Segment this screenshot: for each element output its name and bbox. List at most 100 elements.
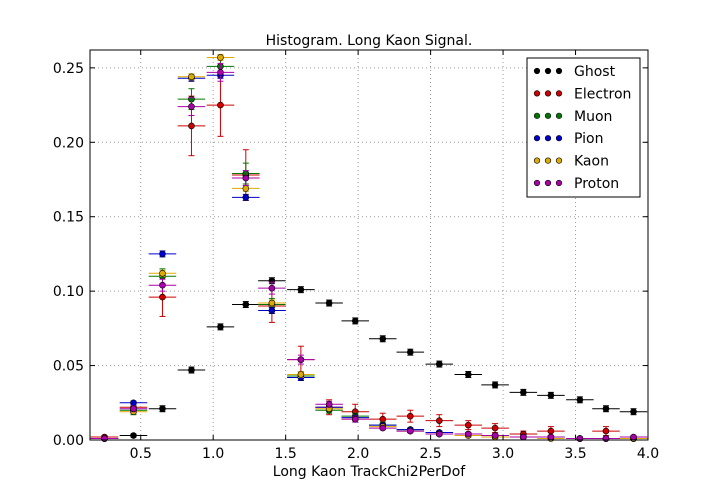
chart-title: Histogram. Long Kaon Signal. [266,33,473,49]
legend-marker [555,157,563,164]
x-tick-label: 4.0 [637,446,659,462]
data-point [379,415,387,423]
legend-marker [555,90,563,97]
data-point [297,371,305,378]
data-point [407,427,414,435]
x-tick-label: 3.5 [564,446,586,462]
data-point [242,301,250,308]
data-point [407,348,414,356]
data-point [520,389,527,396]
axis-ticks: 0.5 1.0 1.5 2.0 2.5 3.0 3.5 4.0 0.00 0.05 0.10 0.15… [53,50,659,462]
data-point [325,400,333,408]
data-point [297,356,305,363]
data-point [547,392,555,399]
legend-label: Muon [574,109,612,125]
legend-item-muon: Muon [533,109,612,125]
data-point [630,433,637,441]
data-point [188,366,195,374]
legend-marker [555,179,563,187]
data-point [217,323,224,331]
legend-box [526,57,641,198]
data-point [435,417,443,424]
data-point [268,284,276,292]
data-point [520,433,527,441]
x-tick-label: 2.0 [347,446,369,462]
data-point [464,371,472,378]
data-point [491,381,499,389]
data-point [217,54,224,61]
data-point [297,286,305,293]
y-tick-label: 0.00 [53,433,84,449]
data-point [379,424,387,432]
data-point [268,307,276,314]
x-tick-label: 2.5 [419,446,441,462]
legend-marker [555,135,563,142]
data-point [130,399,137,407]
data-point [351,415,359,423]
legend-item-ghost: Ghost [533,64,616,80]
series-proton [90,62,648,442]
legend-item-proton: Proton [533,176,619,192]
x-tick-label: 0.5 [130,446,152,462]
y-tick-label: 0.20 [53,135,84,151]
legend-item-kaon: Kaon [533,154,609,170]
y-tick-label: 0.15 [53,210,84,226]
data-point [217,69,224,76]
data-point [242,194,250,201]
data-point [464,421,472,429]
legend-marker [533,90,541,97]
data-point [242,174,250,182]
x-tick-label: 1.5 [275,446,297,462]
data-point [159,405,166,413]
legend: Ghost Electron Muon Pion Kaon Proton [526,57,641,198]
data-point [547,427,555,435]
data-point [407,412,414,420]
legend-label: Electron [574,86,631,102]
legend-marker [544,112,552,119]
plot-frame [89,49,649,441]
data-point [576,435,584,442]
data-point [188,103,195,110]
data-point [101,435,108,442]
data-point [268,299,276,307]
legend-marker [533,67,541,75]
legend-item-electron: Electron [533,86,631,102]
y-tick-label: 0.25 [53,61,84,77]
legend-item-pion: Pion [533,131,603,147]
data-point [159,250,166,258]
data-point [188,122,195,130]
legend-label: Kaon [574,154,609,170]
x-tick-label: 3.0 [492,446,514,462]
legend-marker [544,157,552,164]
data-point [130,432,137,439]
x-axis-label: Long Kaon TrackChi2PerDof [273,464,466,480]
legend-marker [544,135,552,142]
x-tick-label: 1.0 [202,446,224,462]
data-point [325,299,333,307]
data-point [602,405,610,413]
data-point [351,317,359,325]
data-point [491,432,499,439]
data-point [159,269,166,277]
data-point [630,408,637,416]
legend-label: Ghost [574,64,616,80]
legend-marker [544,179,552,187]
data-point [435,430,443,438]
y-tick-label: 0.10 [53,284,84,300]
y-tick-label: 0.05 [53,359,84,375]
data-point [159,281,166,289]
legend-label: Proton [574,176,619,192]
data-point [435,360,443,368]
legend-marker [555,112,563,119]
data-point [547,433,555,441]
data-point [602,427,610,435]
data-point [242,185,250,192]
data-point [576,396,584,404]
legend-marker [533,157,541,164]
legend-marker [533,112,541,119]
data-point [130,405,137,413]
data-point [188,73,195,81]
data-point [159,293,166,301]
legend-marker [555,67,563,75]
